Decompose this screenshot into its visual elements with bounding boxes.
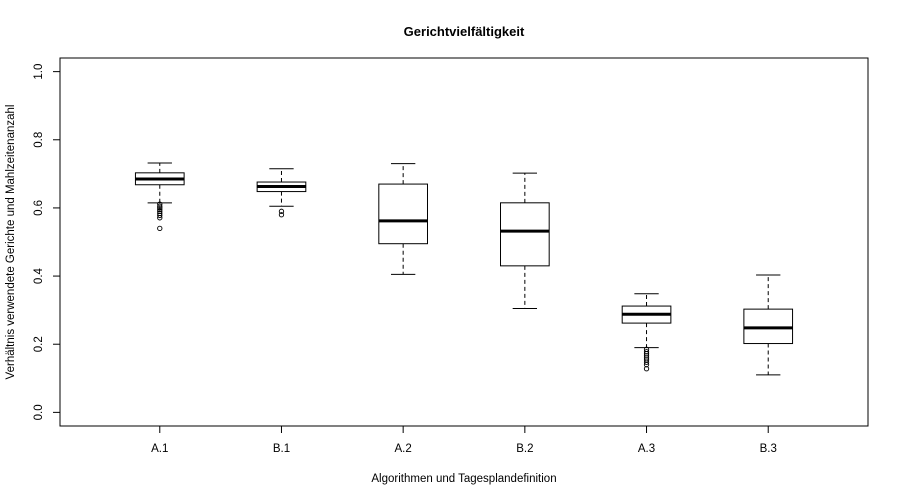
- y-axis: 0.0 0.2 0.4 0.6 0.8 1.0: [33, 64, 60, 420]
- x-axis: A.1 B.1 A.2 B.2 A.3 B.3: [151, 426, 777, 455]
- y-tick-label: 0.8: [33, 132, 45, 148]
- outlier-point: [643, 359, 650, 365]
- y-tick-label: 1.0: [33, 64, 45, 80]
- chart-title: Gerichtvielfältigkeit: [404, 24, 525, 39]
- x-axis-label: Algorithmen und Tagesplandefinition: [371, 473, 556, 485]
- iqr-box: [743, 308, 794, 345]
- outlier-point: [278, 212, 285, 218]
- y-tick-label: 0.2: [33, 336, 45, 352]
- y-axis-label: Verhältnis verwendete Gerichte und Mahlz…: [5, 105, 17, 380]
- iqr-box: [500, 202, 550, 267]
- y-tick-label: 0.0: [33, 404, 45, 420]
- outlier-point: [157, 203, 163, 209]
- outlier-point: [157, 215, 163, 221]
- y-tick-label: 0.4: [33, 267, 45, 284]
- y-tick-label: 0.6: [33, 200, 45, 216]
- box-group: [500, 172, 550, 309]
- iqr-box: [378, 183, 428, 245]
- box-group: [743, 274, 794, 376]
- box-group: [621, 293, 672, 372]
- outlier-point: [157, 205, 163, 211]
- x-tick-label: B.1: [273, 443, 290, 455]
- outlier-point: [643, 366, 650, 372]
- plot-frame: [59, 57, 869, 427]
- box-group: [256, 168, 307, 218]
- x-tick-label: A.3: [638, 443, 655, 455]
- x-tick-label: A.2: [395, 443, 412, 455]
- x-tick-label: B.2: [516, 443, 533, 455]
- box-group: [134, 162, 185, 232]
- box-group: [378, 163, 428, 275]
- outlier-point: [157, 225, 163, 232]
- x-tick-label: B.3: [760, 443, 777, 455]
- outlier-point: [157, 201, 163, 207]
- x-tick-label: A.1: [151, 443, 168, 455]
- outlier-point: [278, 208, 285, 214]
- boxes-layer: [134, 162, 794, 376]
- outlier-point: [157, 206, 163, 213]
- outlier-point: [157, 212, 163, 219]
